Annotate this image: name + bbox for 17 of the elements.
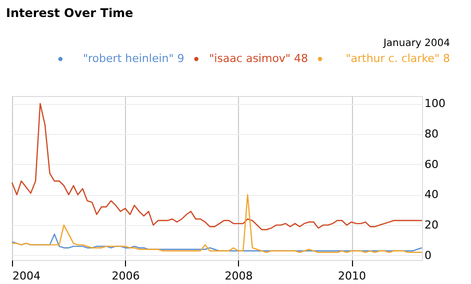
legend-label: "isaac asimov" 48 bbox=[209, 52, 308, 65]
y-tick-label: 20 bbox=[424, 218, 438, 232]
legend-label: "arthur c. clarke" 8 bbox=[346, 52, 450, 65]
x-tick-label: 2004 bbox=[12, 270, 40, 282]
chart-subtitle: January 2004 bbox=[382, 38, 450, 49]
y-tick-label: 100 bbox=[424, 97, 446, 110]
x-tick-label: 2010 bbox=[338, 270, 366, 282]
chart-title: Interest Over Time bbox=[6, 6, 134, 20]
line-series bbox=[11, 102, 423, 230]
line-series bbox=[11, 194, 423, 254]
legend-label: "robert heinlein" 9 bbox=[82, 52, 184, 65]
y-tick-label: 0 bbox=[424, 248, 432, 262]
y-tick-label: 60 bbox=[424, 158, 438, 171]
y-tick-label: 80 bbox=[424, 127, 438, 140]
x-tick-label: 2008 bbox=[224, 270, 253, 282]
x-tick-label: 2006 bbox=[112, 270, 140, 282]
y-tick-label: 40 bbox=[424, 188, 438, 202]
